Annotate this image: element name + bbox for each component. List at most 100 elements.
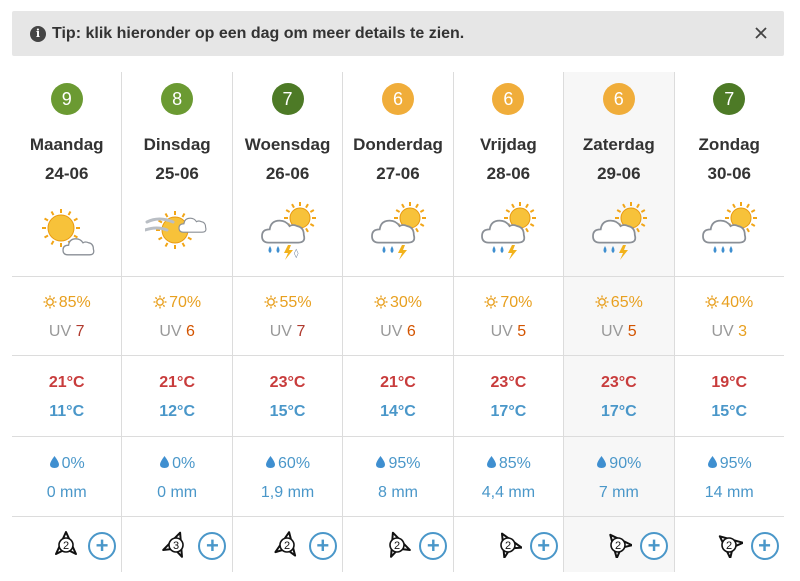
uv-label: UV: [48, 323, 72, 340]
sun-icon: [484, 295, 498, 309]
wind-force: 2: [284, 540, 290, 552]
wind-direction-icon: 3: [162, 531, 185, 558]
day-name: Woensdag: [244, 135, 331, 154]
max-temperature: 23°C: [600, 374, 637, 391]
expand-details-button[interactable]: +: [308, 532, 337, 560]
sun-chance: 30%: [343, 294, 452, 312]
day-date: 30-06: [707, 164, 751, 183]
uv-value: 5: [517, 323, 527, 340]
wind-direction-icon: 2: [609, 533, 633, 558]
svg-text:◊: ◊: [294, 248, 299, 259]
rain-amount: 0 mm: [157, 484, 198, 501]
uv-value: 3: [738, 323, 748, 340]
sun-percentage: 65%: [610, 294, 643, 311]
raindrop-icon: [707, 456, 717, 468]
sun-percentage: 85%: [58, 294, 91, 311]
uv-index: UV 6: [343, 323, 452, 341]
rain-amount: 1,9 mm: [260, 484, 315, 501]
day-score-badge: 9: [50, 83, 83, 115]
raindrop-icon: [266, 456, 276, 468]
uv-index: UV 6: [122, 323, 231, 341]
raindrop-icon: [597, 456, 607, 468]
sun-rain-icon: [702, 202, 758, 253]
expand-details-button[interactable]: +: [750, 532, 779, 560]
max-temperature: 23°C: [490, 374, 527, 391]
day-column[interactable]: 6 Donderdag 27-06 30% UV 6 21°C 14°C 95%…: [343, 72, 454, 572]
sun-chance: 65%: [564, 294, 673, 312]
sun-icon: [153, 295, 167, 309]
rain-amount: 14 mm: [704, 484, 754, 501]
row-divider: [12, 436, 784, 437]
sun-icon: [43, 295, 57, 309]
rain-chance: 90%: [564, 455, 673, 473]
sun-percentage: 40%: [721, 294, 754, 311]
rain-percentage: 0%: [172, 455, 196, 472]
day-column[interactable]: 9 Maandag 24-06 85% UV 7 21°C 11°C 0% 0 …: [12, 72, 123, 572]
sun-haze-icon: [145, 211, 207, 249]
expand-details-button[interactable]: +: [88, 532, 116, 560]
raindrop-icon: [376, 456, 386, 468]
rain-chance: 85%: [454, 455, 563, 473]
sun-icon: [705, 295, 719, 309]
uv-value: 7: [75, 323, 85, 340]
day-name: Donderdag: [353, 135, 443, 154]
max-temperature: 21°C: [380, 374, 416, 391]
max-temperature: 19°C: [711, 374, 748, 391]
day-column[interactable]: 8 Dinsdag 25-06 70% UV 6 21°C 12°C 0% 0 …: [122, 72, 233, 572]
day-name: Vrijdag: [480, 135, 537, 154]
min-temperature: 15°C: [269, 403, 306, 420]
raindrop-icon: [160, 456, 170, 468]
sun-cloud-icon: [41, 209, 95, 256]
forecast-grid: 9 Maandag 24-06 85% UV 7 21°C 11°C 0% 0 …: [12, 72, 784, 572]
info-icon: i: [30, 25, 46, 42]
wind-force: 2: [615, 540, 621, 552]
rain-percentage: 85%: [498, 455, 531, 472]
day-column[interactable]: 7 Woensdag 26-06 ◊ 55% UV 7 23°C 15°C 60…: [233, 72, 344, 572]
day-score-badge: 6: [492, 83, 525, 115]
max-temperature: 23°C: [269, 374, 306, 391]
sun-chance: 70%: [454, 294, 563, 312]
day-score-badge: 8: [161, 83, 194, 115]
rain-percentage: 95%: [719, 455, 752, 472]
sun-percentage: 70%: [169, 294, 202, 311]
min-temperature: 12°C: [159, 403, 195, 420]
rain-amount: 7 mm: [598, 484, 639, 501]
rain-percentage: 0%: [61, 455, 85, 472]
min-temperature: 11°C: [49, 403, 85, 420]
rain-percentage: 90%: [609, 455, 642, 472]
max-temperature: 21°C: [48, 374, 85, 391]
day-column[interactable]: 7 Zondag 30-06 40% UV 3 19°C 15°C 95% 14…: [675, 72, 784, 572]
expand-details-button[interactable]: +: [529, 532, 558, 560]
uv-label: UV: [269, 323, 292, 340]
day-date: 24-06: [44, 164, 89, 183]
thunder-rain-icon: [591, 202, 647, 260]
wind-direction-icon: 2: [718, 535, 743, 558]
min-temperature: 17°C: [490, 403, 527, 420]
day-column[interactable]: 6 Vrijdag 28-06 70% UV 5 23°C 17°C 85% 4…: [454, 72, 565, 572]
thunder-rain-icon: [371, 202, 426, 260]
day-name: Zaterdag: [582, 135, 655, 154]
wind-direction-icon: 2: [389, 531, 412, 558]
expand-details-button[interactable]: +: [640, 532, 669, 560]
uv-value: 6: [406, 323, 416, 340]
row-divider: [12, 276, 784, 277]
uv-index: UV 5: [564, 323, 673, 341]
uv-index: UV 3: [675, 323, 784, 341]
wind-direction-icon: 2: [274, 531, 296, 557]
wind-force: 3: [173, 540, 179, 552]
rain-percentage: 95%: [388, 455, 421, 472]
day-column[interactable]: 6 Zaterdag 29-06 65% UV 5 23°C 17°C 90% …: [564, 72, 675, 572]
expand-details-button[interactable]: +: [419, 532, 448, 560]
day-date: 27-06: [376, 164, 420, 183]
rain-chance: 60%: [233, 455, 342, 473]
expand-details-button[interactable]: +: [198, 532, 227, 560]
wind-direction-icon: 2: [499, 532, 522, 558]
day-date: 26-06: [265, 164, 310, 183]
rain-chance: 0%: [122, 455, 231, 473]
wind-direction-icon: 2: [55, 531, 77, 555]
raindrop-icon: [486, 456, 496, 468]
day-date: 29-06: [597, 164, 641, 183]
sun-percentage: 55%: [279, 294, 312, 311]
min-temperature: 17°C: [600, 403, 637, 420]
close-icon[interactable]: [752, 24, 770, 42]
